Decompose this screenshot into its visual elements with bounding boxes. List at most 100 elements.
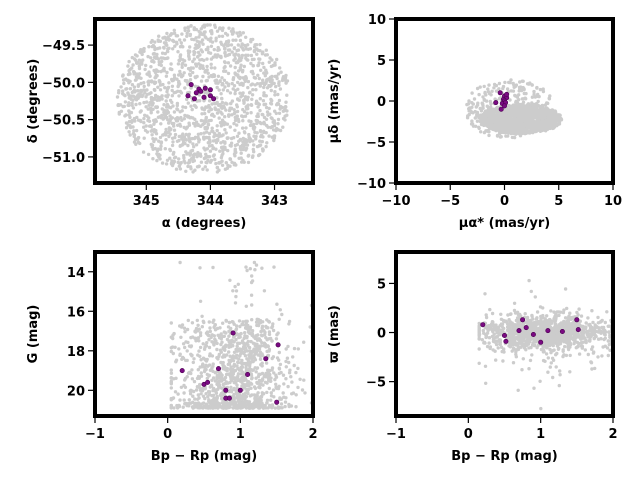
field-star-point xyxy=(248,364,252,368)
field-star-point xyxy=(546,356,550,360)
field-star-point xyxy=(278,87,283,91)
field-star-point xyxy=(204,392,208,396)
field-star-point xyxy=(187,398,191,402)
field-star-point xyxy=(263,380,268,384)
field-star-point xyxy=(233,143,238,148)
field-star-point xyxy=(147,124,152,128)
field-star-point xyxy=(262,130,266,135)
field-star-point xyxy=(496,346,500,350)
field-star-point xyxy=(271,388,276,392)
field-star-point xyxy=(217,34,221,38)
field-star-point xyxy=(154,132,159,136)
field-star-point xyxy=(170,67,174,72)
field-star-point xyxy=(495,119,500,123)
field-star-point xyxy=(232,46,237,50)
field-star-point xyxy=(269,102,274,106)
field-star-point xyxy=(188,389,192,393)
field-star-point xyxy=(273,90,277,94)
field-star-point xyxy=(547,118,551,123)
field-star-point xyxy=(233,72,237,76)
field-star-point xyxy=(258,97,262,101)
field-star-point xyxy=(264,144,268,149)
field-star-point xyxy=(161,56,165,60)
field-star-point xyxy=(237,139,241,143)
field-star-point xyxy=(239,156,243,160)
field-star-point xyxy=(259,353,263,357)
field-star-point xyxy=(552,348,556,352)
y-tick-label: 10 xyxy=(368,13,386,28)
y-tick-label: 16 xyxy=(67,305,85,320)
field-star-point xyxy=(115,95,120,99)
field-star-point xyxy=(171,38,175,43)
field-star-point xyxy=(507,112,512,116)
field-star-point xyxy=(586,316,590,320)
field-star-point xyxy=(183,345,187,350)
field-star-point xyxy=(180,109,184,113)
field-star-point xyxy=(198,266,202,270)
field-star-point xyxy=(175,42,179,46)
field-star-point xyxy=(255,394,259,398)
field-star-point xyxy=(488,307,492,312)
field-star-point xyxy=(269,116,273,120)
field-star-point xyxy=(223,60,227,65)
field-star-point xyxy=(217,131,221,136)
field-star-point xyxy=(506,313,510,317)
field-star-point xyxy=(222,347,226,351)
field-star-point xyxy=(223,355,227,359)
field-star-point xyxy=(203,111,207,116)
field-star-point xyxy=(198,66,202,71)
field-star-point xyxy=(538,379,542,383)
field-star-point xyxy=(245,98,250,102)
field-star-point xyxy=(516,128,520,132)
y-tick-label: 20 xyxy=(67,384,85,399)
field-star-point xyxy=(527,346,531,350)
field-star-point xyxy=(198,99,202,103)
member-star-point xyxy=(202,85,208,91)
field-star-point xyxy=(254,88,258,92)
field-star-point xyxy=(252,75,256,80)
field-star-point xyxy=(234,324,239,328)
field-star-point xyxy=(232,369,236,374)
field-star-point xyxy=(199,118,204,123)
field-star-point xyxy=(255,323,259,328)
field-star-point xyxy=(232,108,236,112)
member-star-point xyxy=(245,371,251,377)
field-star-point xyxy=(199,79,204,83)
x-tick-label: −10 xyxy=(382,194,411,209)
field-star-point xyxy=(124,121,129,125)
field-star-point xyxy=(606,339,610,343)
field-star-point xyxy=(218,149,222,153)
field-star-point xyxy=(126,64,130,68)
field-star-point xyxy=(247,353,251,357)
field-star-point xyxy=(175,34,180,38)
field-star-point xyxy=(302,378,306,382)
field-star-point xyxy=(503,113,508,117)
field-star-point xyxy=(229,29,234,33)
field-star-point xyxy=(242,130,247,134)
field-star-point xyxy=(237,119,241,124)
field-star-point xyxy=(250,97,254,102)
field-star-point xyxy=(133,78,138,82)
field-star-point xyxy=(278,406,283,410)
field-star-point xyxy=(200,325,204,329)
field-star-point xyxy=(246,160,251,165)
field-star-point xyxy=(481,95,485,99)
field-star-point xyxy=(235,347,239,351)
field-star-point xyxy=(142,81,146,85)
field-star-point xyxy=(169,371,174,375)
field-star-point xyxy=(213,25,217,29)
field-star-point xyxy=(138,118,143,123)
field-star-point xyxy=(131,131,136,136)
field-star-point xyxy=(270,406,274,410)
field-star-point xyxy=(197,62,201,66)
field-star-point xyxy=(169,386,173,390)
field-star-point xyxy=(279,397,283,401)
field-star-point xyxy=(186,340,190,345)
field-star-point xyxy=(484,381,488,385)
field-star-point xyxy=(136,83,141,87)
field-star-point xyxy=(211,265,215,270)
field-star-point xyxy=(509,89,513,93)
field-star-point xyxy=(269,394,274,398)
field-star-point xyxy=(541,358,546,363)
field-star-point xyxy=(487,130,491,134)
